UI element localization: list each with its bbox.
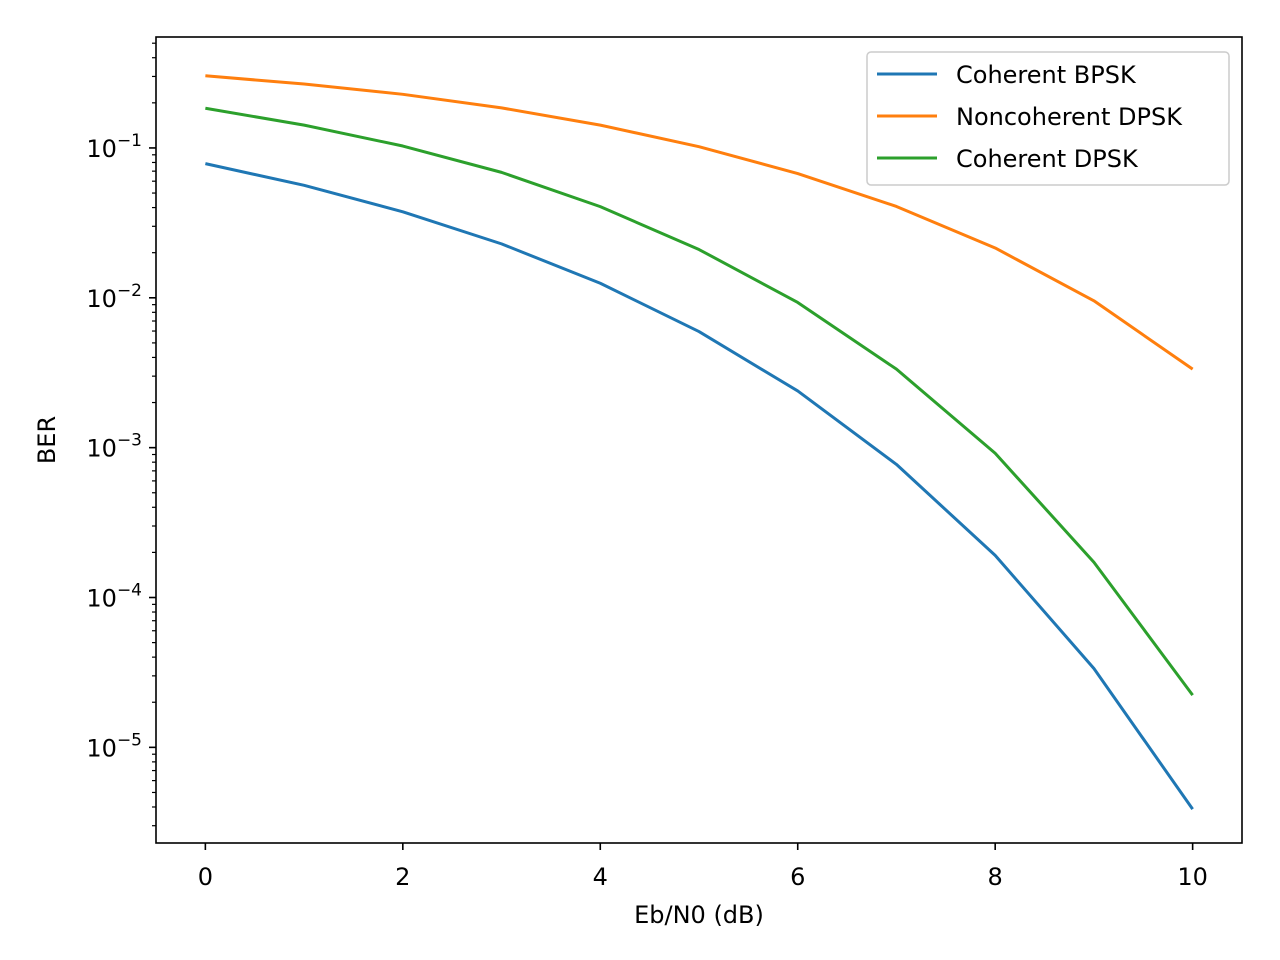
y-axis-ticks: 10−5 10−4 10−3 10−2 10−1 [86,42,156,827]
x-tick-label: 8 [988,863,1003,891]
legend-label: Coherent DPSK [956,145,1139,173]
series-line-noncoherent-dpsk [205,74,1194,371]
legend-box [866,51,1230,186]
y-axis-label: BER [33,416,61,464]
y-tick-label: 10−3 [86,431,142,463]
y-tick-label: 10−1 [86,131,142,163]
series-line-coherent-bpsk [205,162,1194,811]
y-tick-label: 10−2 [86,281,142,313]
x-tick-label: 0 [198,863,213,891]
x-axis-label: Eb/N0 (dB) [634,901,764,929]
x-tick-label: 2 [395,863,410,891]
series-line-coherent-dpsk [205,106,1194,697]
legend: Coherent BPSK Noncoherent DPSK Coherent DP… [866,51,1230,186]
x-tick-label: 6 [790,863,805,891]
legend-label: Noncoherent DPSK [956,103,1183,131]
x-tick-label: 10 [1177,863,1208,891]
x-tick-label: 4 [593,863,608,891]
series-layer [205,74,1194,811]
y-tick-label: 10−5 [86,730,142,762]
axes-frame [155,36,1243,844]
legend-label: Coherent BPSK [956,61,1137,89]
x-axis-ticks: 0 2 4 6 8 10 [198,843,1208,891]
y-tick-label: 10−4 [86,581,142,613]
